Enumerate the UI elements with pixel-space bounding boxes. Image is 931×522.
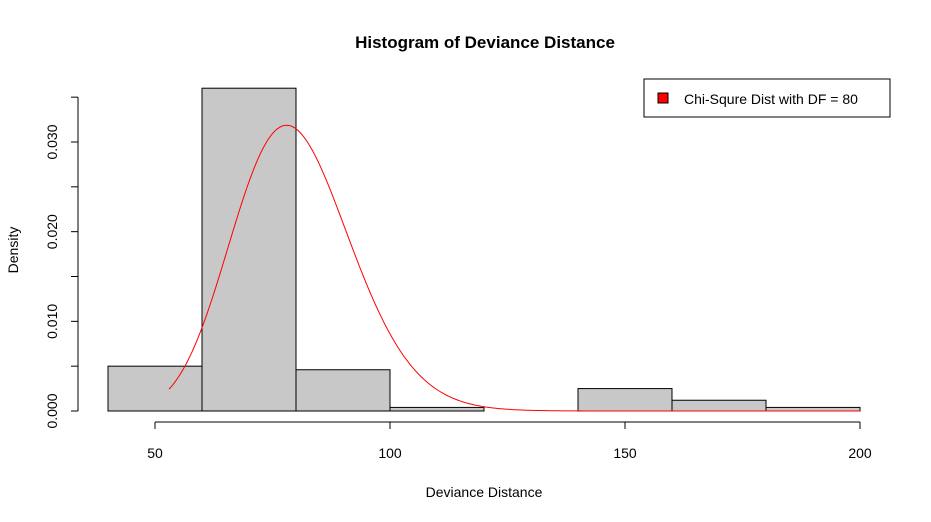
histogram-bar-2 (295, 369, 391, 412)
y-axis: 0.000 0.010 0.020 0.030 (44, 96, 79, 429)
histogram-bars (107, 87, 861, 412)
x-axis: 50 100 150 200 (147, 421, 872, 461)
x-tick-label-1: 100 (378, 445, 402, 461)
legend-label: Chi-Squre Dist with DF = 80 (684, 91, 858, 107)
histogram-bar-1 (201, 87, 297, 412)
histogram-bar-3 (389, 406, 485, 412)
histogram-bar-0 (107, 365, 203, 412)
x-tick-label-0: 50 (147, 445, 163, 461)
legend-swatch (657, 92, 669, 104)
y-tick-label-1: 0.010 (44, 304, 60, 339)
y-tick-label-3: 0.030 (44, 124, 60, 159)
x-tick-label-3: 200 (848, 445, 872, 461)
chi-square-curve (168, 124, 860, 412)
histogram-bar-5 (577, 388, 673, 412)
x-axis-label: Deviance Distance (426, 484, 543, 500)
chart-title: Histogram of Deviance Distance (355, 33, 615, 52)
histogram-bar-6 (671, 399, 767, 412)
legend-box (643, 78, 891, 118)
histogram-bar-7 (765, 406, 861, 412)
x-tick-label-2: 150 (613, 445, 637, 461)
y-tick-label-0: 0.000 (44, 393, 60, 428)
y-axis-label: Density (5, 227, 21, 274)
y-tick-label-2: 0.020 (44, 214, 60, 249)
legend: Chi-Squre Dist with DF = 80 (643, 78, 891, 118)
